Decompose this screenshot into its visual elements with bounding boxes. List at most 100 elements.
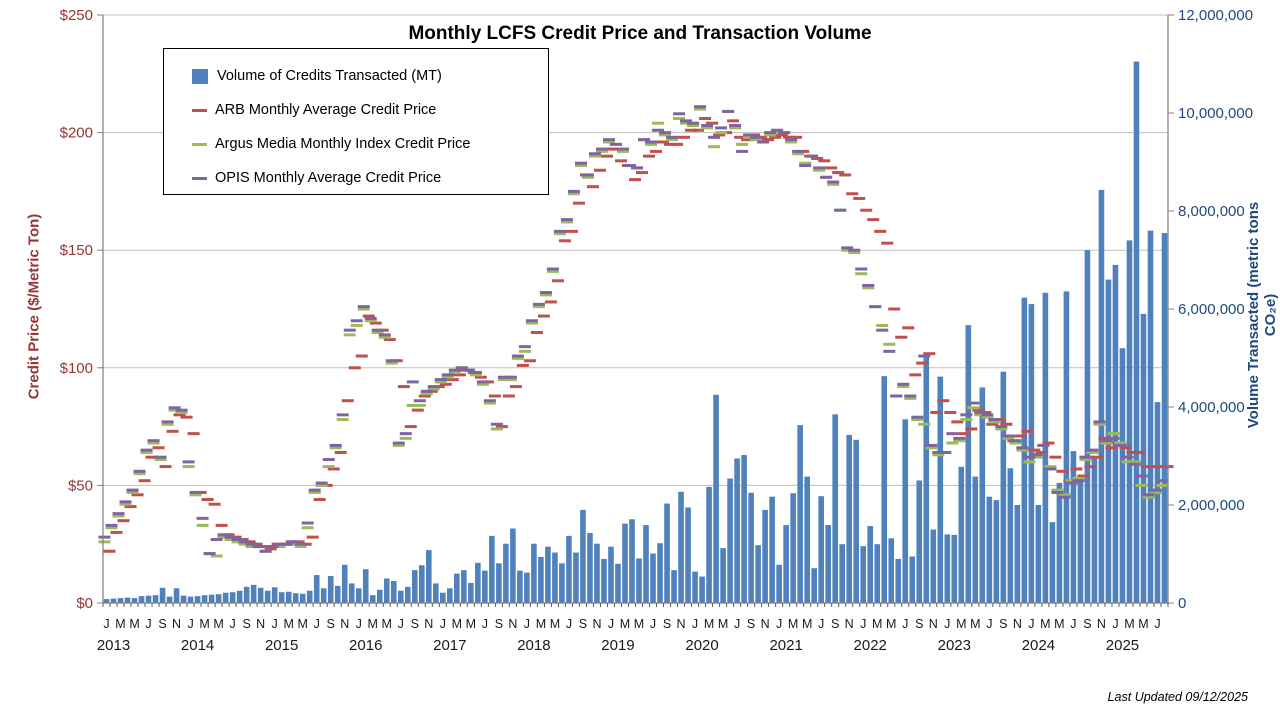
legend-box: Volume of Credits Transacted (MT) ARB Mo… (163, 48, 549, 195)
svg-text:2017: 2017 (433, 637, 466, 654)
svg-text:J: J (818, 617, 824, 631)
arb-dash-icon (192, 108, 207, 112)
svg-text:2024: 2024 (1022, 637, 1055, 654)
svg-text:2021: 2021 (769, 637, 802, 654)
svg-text:J: J (145, 617, 151, 631)
svg-text:S: S (579, 617, 587, 631)
svg-text:M: M (1040, 617, 1050, 631)
svg-text:N: N (592, 617, 601, 631)
svg-text:2013: 2013 (97, 637, 130, 654)
svg-text:N: N (508, 617, 517, 631)
svg-text:J: J (776, 617, 782, 631)
svg-text:2020: 2020 (685, 637, 718, 654)
svg-text:2023: 2023 (938, 637, 971, 654)
svg-text:M: M (199, 617, 209, 631)
svg-text:2019: 2019 (601, 637, 634, 654)
svg-text:$50: $50 (68, 477, 93, 494)
svg-text:N: N (677, 617, 686, 631)
svg-text:J: J (692, 617, 698, 631)
svg-text:N: N (424, 617, 433, 631)
svg-text:M: M (886, 617, 896, 631)
svg-text:2015: 2015 (265, 637, 298, 654)
svg-text:J: J (187, 617, 193, 631)
svg-text:S: S (1083, 617, 1091, 631)
svg-text:S: S (495, 617, 503, 631)
legend-item-opis: OPIS Monthly Average Credit Price (192, 161, 548, 195)
svg-text:M: M (129, 617, 139, 631)
svg-text:S: S (915, 617, 923, 631)
svg-text:S: S (411, 617, 419, 631)
svg-text:M: M (872, 617, 882, 631)
svg-text:S: S (747, 617, 755, 631)
svg-text:M: M (368, 617, 378, 631)
svg-text:N: N (845, 617, 854, 631)
svg-text:2025: 2025 (1106, 637, 1139, 654)
legend-volume-label: Volume of Credits Transacted (MT) (217, 68, 442, 84)
legend-item-volume: Volume of Credits Transacted (MT) (192, 59, 548, 93)
svg-text:$100: $100 (60, 360, 93, 377)
svg-text:M: M (452, 617, 462, 631)
svg-text:S: S (663, 617, 671, 631)
svg-text:M: M (283, 617, 293, 631)
left-axis-title: Credit Price ($/Metric Ton) (25, 213, 43, 400)
svg-text:M: M (970, 617, 980, 631)
svg-text:M: M (550, 617, 560, 631)
svg-text:M: M (956, 617, 966, 631)
svg-text:$0: $0 (76, 595, 93, 612)
svg-text:4,000,000: 4,000,000 (1178, 399, 1245, 416)
svg-text:J: J (1112, 617, 1118, 631)
svg-text:J: J (1070, 617, 1076, 631)
legend-item-arb: ARB Monthly Average Credit Price (192, 93, 548, 127)
svg-text:S: S (831, 617, 839, 631)
svg-text:J: J (524, 617, 530, 631)
svg-text:J: J (734, 617, 740, 631)
svg-text:J: J (1154, 617, 1160, 631)
svg-text:J: J (356, 617, 362, 631)
svg-text:S: S (999, 617, 1007, 631)
svg-text:$150: $150 (60, 242, 93, 259)
svg-text:J: J (314, 617, 320, 631)
svg-text:12,000,000: 12,000,000 (1178, 7, 1253, 24)
legend-argus-label: Argus Media Monthly Index Credit Price (215, 136, 471, 152)
svg-text:J: J (398, 617, 404, 631)
svg-text:2014: 2014 (181, 637, 214, 654)
svg-text:2,000,000: 2,000,000 (1178, 497, 1245, 514)
svg-text:S: S (242, 617, 250, 631)
volume-swatch-icon (192, 68, 208, 84)
svg-text:M: M (1138, 617, 1148, 631)
svg-text:M: M (297, 617, 307, 631)
svg-text:S: S (327, 617, 335, 631)
svg-text:J: J (103, 617, 109, 631)
svg-text:J: J (482, 617, 488, 631)
svg-text:J: J (229, 617, 235, 631)
svg-text:M: M (704, 617, 714, 631)
right-axis-title: Volume Transacted (metric tons CO₂e) (1245, 201, 1279, 429)
svg-text:0: 0 (1178, 595, 1186, 612)
svg-text:2022: 2022 (854, 637, 887, 654)
svg-text:M: M (620, 617, 630, 631)
svg-text:M: M (1054, 617, 1064, 631)
svg-text:M: M (718, 617, 728, 631)
svg-text:N: N (340, 617, 349, 631)
svg-text:M: M (466, 617, 476, 631)
svg-text:N: N (761, 617, 770, 631)
svg-text:J: J (608, 617, 614, 631)
legend-opis-label: OPIS Monthly Average Credit Price (215, 170, 442, 186)
svg-text:J: J (902, 617, 908, 631)
svg-text:2016: 2016 (349, 637, 382, 654)
svg-text:N: N (1097, 617, 1106, 631)
svg-text:N: N (172, 617, 181, 631)
svg-text:J: J (986, 617, 992, 631)
svg-text:M: M (788, 617, 798, 631)
svg-text:J: J (650, 617, 656, 631)
svg-text:J: J (860, 617, 866, 631)
svg-text:N: N (929, 617, 938, 631)
last-updated-note: Last Updated 09/12/2025 (1107, 690, 1248, 704)
svg-text:J: J (944, 617, 950, 631)
argus-dash-icon (192, 142, 207, 146)
svg-text:10,000,000: 10,000,000 (1178, 105, 1253, 122)
opis-dash-icon (192, 176, 207, 180)
svg-text:$250: $250 (60, 7, 93, 24)
